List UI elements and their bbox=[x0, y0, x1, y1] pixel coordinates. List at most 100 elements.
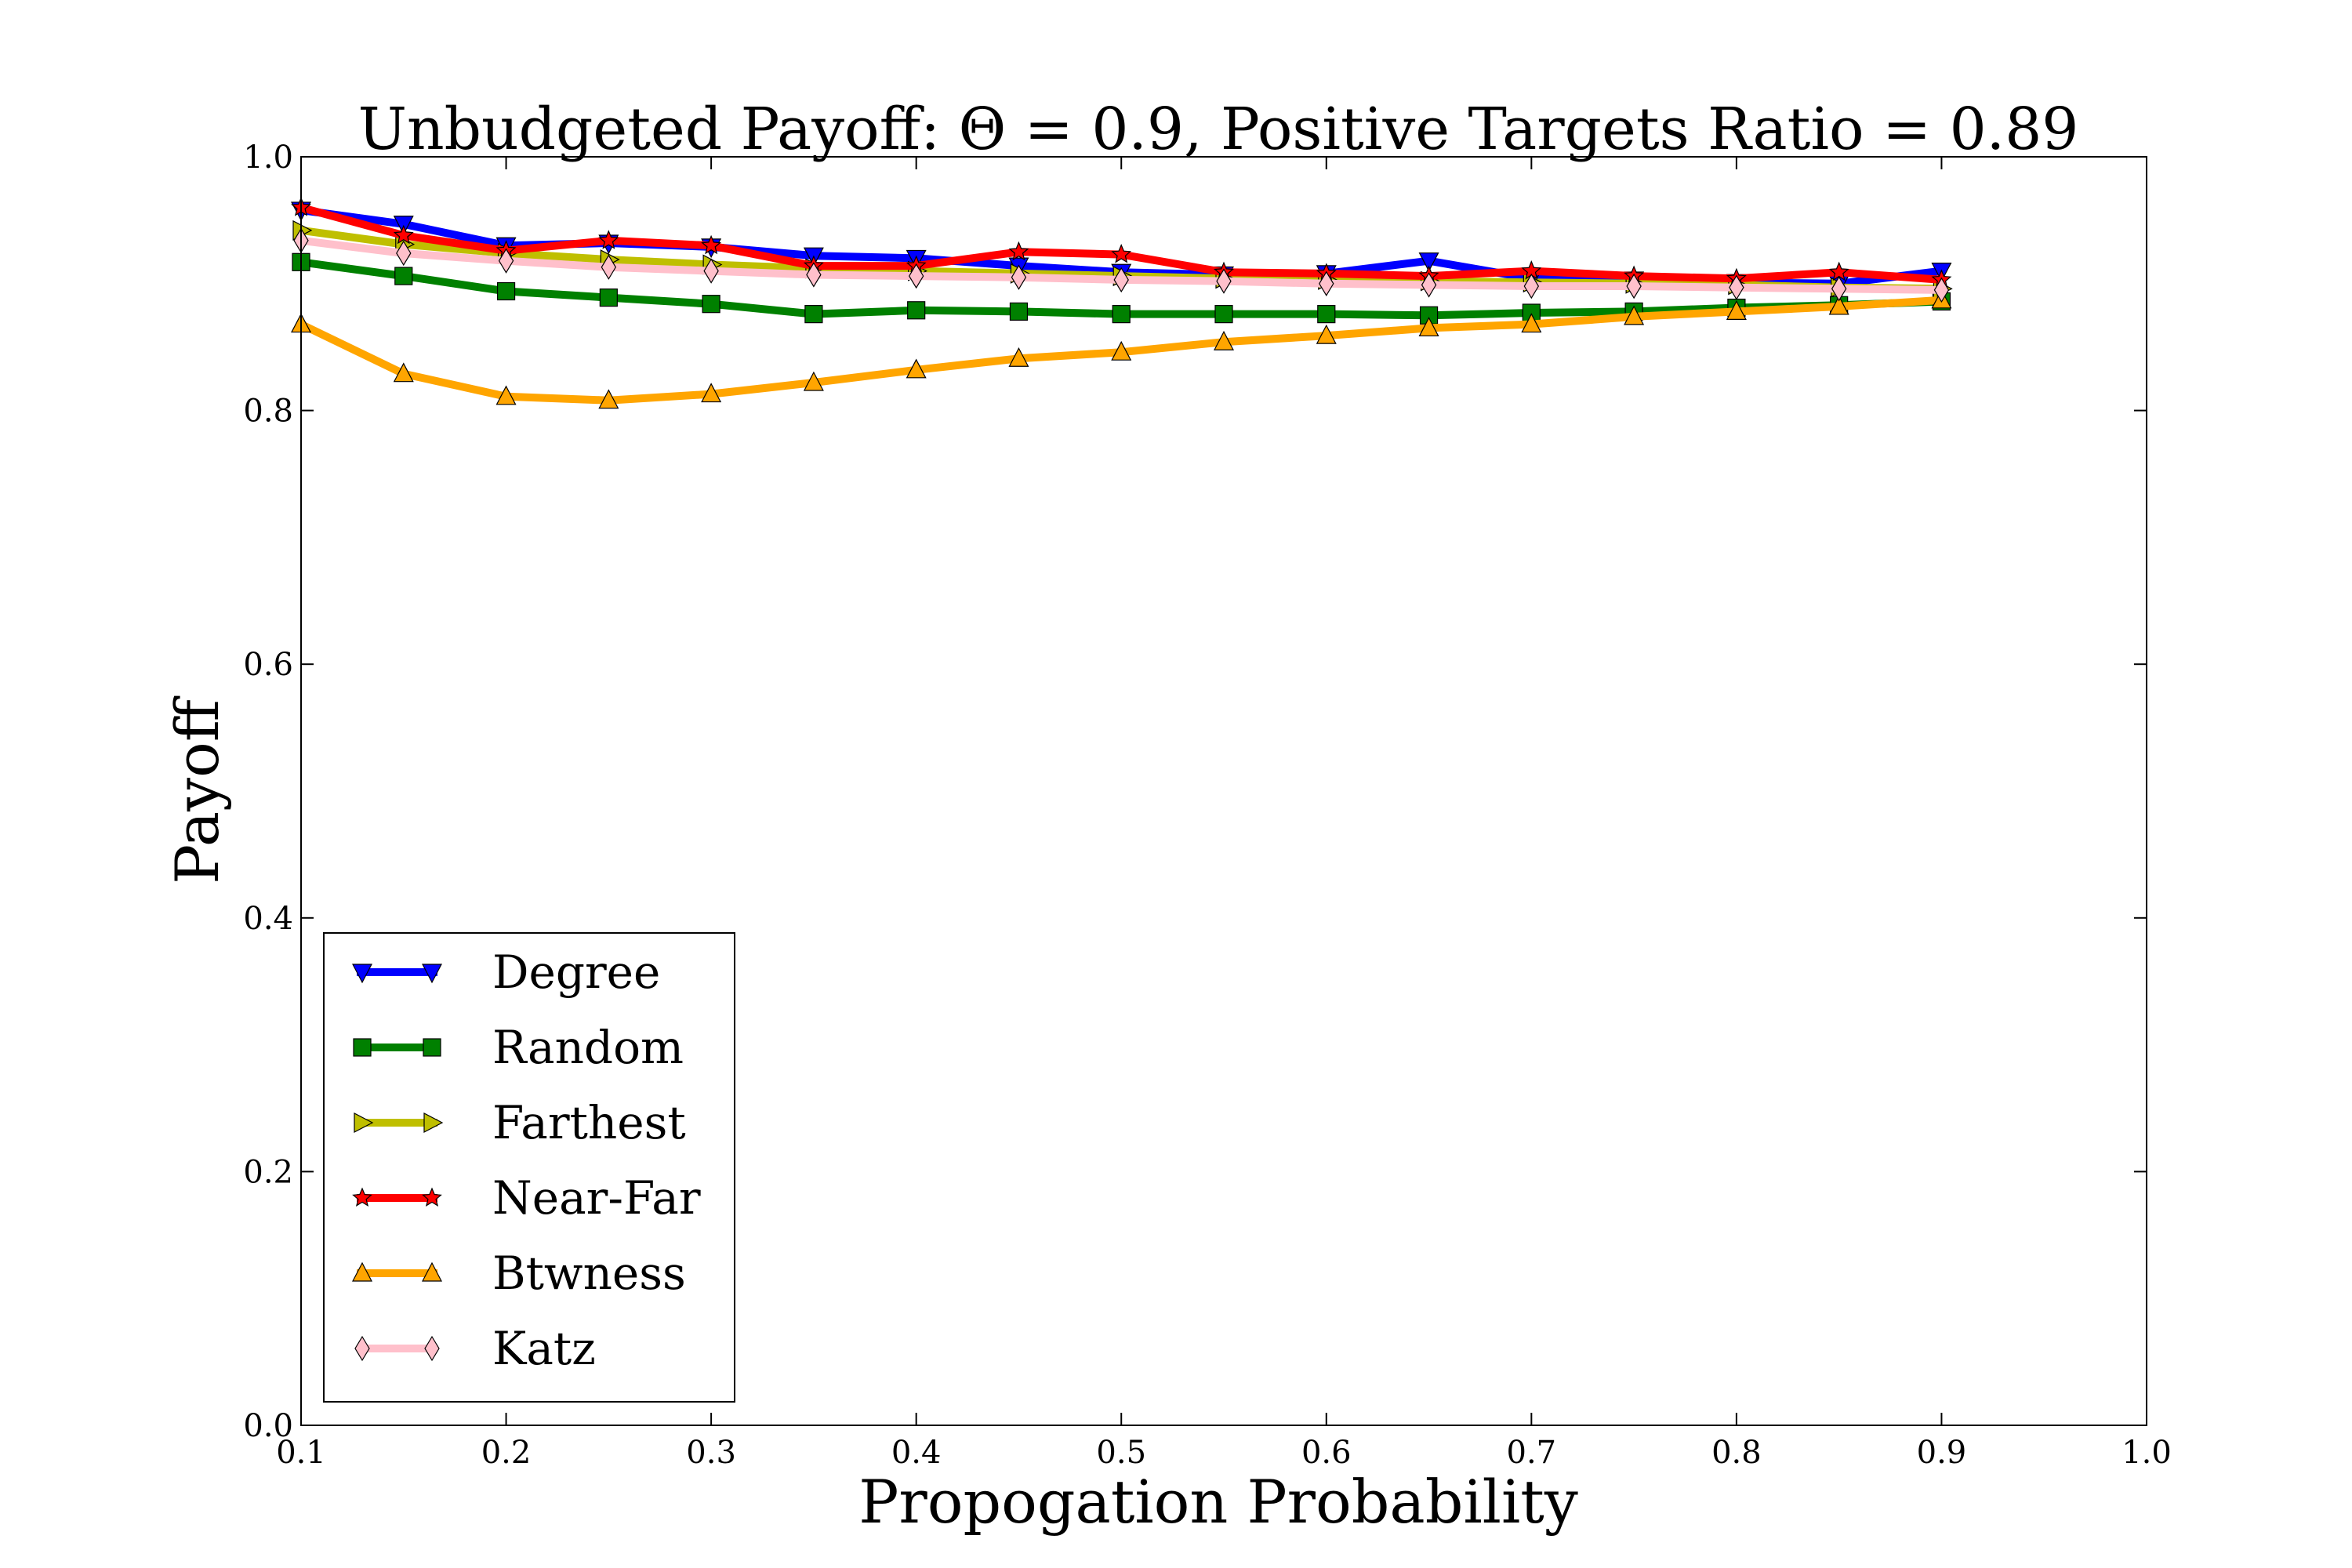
legend-marker bbox=[353, 1038, 372, 1057]
data-point bbox=[1624, 305, 1645, 325]
data-point bbox=[907, 301, 926, 320]
data-point bbox=[806, 262, 822, 288]
data-point bbox=[702, 295, 720, 314]
data-point bbox=[1319, 270, 1334, 296]
data-point bbox=[908, 263, 924, 289]
data-point bbox=[1214, 330, 1234, 350]
chart-title: Unbudgeted Payoff: Θ = 0.9, Positive Tar… bbox=[358, 96, 2079, 163]
y-tick-label: 0.8 bbox=[243, 394, 293, 430]
data-point bbox=[396, 240, 412, 267]
series-btwness bbox=[291, 289, 1952, 409]
x-tick-label: 1.0 bbox=[2122, 1435, 2172, 1471]
data-point bbox=[1214, 305, 1233, 324]
legend-label: Farthest bbox=[492, 1096, 686, 1149]
data-point bbox=[393, 224, 414, 245]
legend-marker bbox=[424, 1335, 440, 1362]
data-point bbox=[393, 362, 414, 383]
data-point bbox=[1831, 276, 1847, 302]
data-point bbox=[1726, 300, 1747, 320]
data-point bbox=[1828, 295, 1849, 315]
legend-box bbox=[323, 932, 735, 1403]
data-point bbox=[1421, 272, 1437, 298]
y-tick-label: 1.0 bbox=[243, 140, 293, 176]
legend-entry: Near-Far bbox=[352, 1171, 701, 1225]
series-near-far bbox=[291, 197, 1952, 289]
y-tick-label: 0.4 bbox=[243, 901, 293, 937]
legend-entry: Farthest bbox=[354, 1096, 686, 1149]
data-point bbox=[1933, 277, 1950, 303]
data-point bbox=[1523, 273, 1540, 299]
x-tick-label: 0.8 bbox=[1711, 1435, 1762, 1471]
legend-marker bbox=[422, 1187, 442, 1207]
legend-marker bbox=[352, 1187, 372, 1207]
data-point bbox=[803, 371, 824, 391]
legend-marker bbox=[423, 1112, 444, 1133]
legend-entry: Random bbox=[353, 1021, 684, 1074]
x-tick-label: 0.1 bbox=[276, 1435, 326, 1471]
y-tick-label: 0.6 bbox=[243, 647, 293, 683]
x-axis-label: Propogation Probability bbox=[858, 1467, 1578, 1537]
data-point bbox=[394, 267, 413, 285]
plot-frame bbox=[300, 156, 2147, 1426]
data-point bbox=[906, 358, 927, 379]
x-tick-label: 0.4 bbox=[891, 1435, 942, 1471]
legend-label: Degree bbox=[492, 946, 660, 999]
legend-marker bbox=[423, 1038, 441, 1057]
data-point bbox=[1111, 244, 1132, 263]
legend: Degree Random Farthest Near-Far Btwness Katz bbox=[323, 932, 735, 1403]
data-point bbox=[1418, 317, 1439, 337]
y-axis-label: Payoff bbox=[162, 695, 232, 884]
legend-entry: Degree bbox=[352, 946, 660, 999]
y-tick-label: 0.0 bbox=[243, 1408, 293, 1444]
legend-marker bbox=[352, 1261, 372, 1282]
tick-labels: 0.1 0.2 0.3 0.4 0.5 0.6 0.7 0.8 0.9 1.0 0.0 0.2 0.4 0… bbox=[243, 140, 2171, 1471]
data-point bbox=[1216, 268, 1232, 294]
data-point bbox=[1521, 313, 1542, 333]
legend-marker bbox=[422, 1261, 442, 1282]
data-point bbox=[601, 254, 617, 280]
x-tick-label: 0.5 bbox=[1096, 1435, 1146, 1471]
x-tick-label: 0.9 bbox=[1917, 1435, 1967, 1471]
data-point bbox=[598, 389, 619, 409]
legend-label: Near-Far bbox=[492, 1171, 701, 1225]
data-point bbox=[598, 230, 619, 249]
x-tick-label: 0.2 bbox=[481, 1435, 532, 1471]
legend-marker bbox=[354, 1335, 370, 1362]
data-point bbox=[701, 383, 722, 403]
data-point bbox=[1729, 274, 1744, 300]
legend-marker bbox=[352, 964, 372, 984]
data-point bbox=[498, 248, 514, 274]
y-tick-label: 0.2 bbox=[243, 1154, 293, 1190]
data-point bbox=[1626, 273, 1642, 299]
x-tick-label: 0.3 bbox=[686, 1435, 736, 1471]
data-point bbox=[1418, 252, 1439, 272]
data-point bbox=[599, 288, 618, 307]
data-point bbox=[1111, 340, 1132, 361]
data-point bbox=[1113, 267, 1129, 293]
x-tick-label: 0.7 bbox=[1507, 1435, 1557, 1471]
data-point bbox=[1317, 305, 1336, 324]
data-point bbox=[1008, 347, 1029, 367]
data-point bbox=[1008, 241, 1029, 261]
x-tick-label: 0.6 bbox=[1301, 1435, 1352, 1471]
data-point bbox=[1112, 305, 1131, 324]
legend-marker bbox=[422, 964, 442, 984]
legend-label: Btwness bbox=[492, 1247, 686, 1300]
data-point bbox=[703, 258, 719, 284]
data-point bbox=[1009, 302, 1029, 321]
data-point bbox=[804, 305, 823, 324]
legend-marker bbox=[354, 1112, 374, 1133]
data-point bbox=[701, 234, 721, 255]
legend-label: Random bbox=[492, 1021, 684, 1074]
data-point bbox=[1011, 264, 1027, 290]
data-point bbox=[495, 385, 517, 405]
data-point bbox=[496, 281, 516, 301]
legend-label: Katz bbox=[492, 1322, 596, 1375]
series-katz bbox=[293, 227, 1950, 303]
axis-ticks bbox=[300, 156, 2147, 1426]
legend-entry: Katz bbox=[354, 1322, 596, 1375]
legend-entry: Btwness bbox=[352, 1247, 686, 1300]
data-point bbox=[1316, 324, 1337, 344]
plot-lines bbox=[291, 197, 1953, 409]
